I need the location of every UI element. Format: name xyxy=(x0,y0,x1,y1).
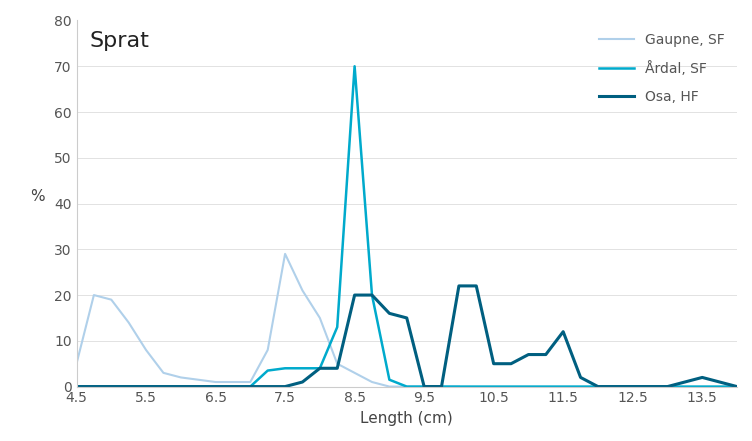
X-axis label: Length (cm): Length (cm) xyxy=(360,411,453,426)
Gaupne, SF xyxy=(350,370,359,375)
Årdal, SF xyxy=(732,384,741,389)
Årdal, SF xyxy=(402,384,411,389)
Legend: Gaupne, SF, Årdal, SF, Osa, HF: Gaupne, SF, Årdal, SF, Osa, HF xyxy=(593,27,730,109)
Gaupne, SF xyxy=(246,379,255,385)
Årdal, SF xyxy=(332,325,341,330)
Osa, HF xyxy=(211,384,220,389)
Line: Årdal, SF: Årdal, SF xyxy=(77,66,737,387)
Osa, HF xyxy=(280,384,290,389)
Årdal, SF xyxy=(420,384,429,389)
Osa, HF xyxy=(541,352,550,357)
Årdal, SF xyxy=(437,384,446,389)
Y-axis label: %: % xyxy=(30,189,44,204)
Gaupne, SF xyxy=(89,292,99,298)
Osa, HF xyxy=(576,375,585,380)
Årdal, SF xyxy=(385,377,394,382)
Osa, HF xyxy=(298,379,307,385)
Årdal, SF xyxy=(176,384,185,389)
Årdal, SF xyxy=(107,384,116,389)
Osa, HF xyxy=(524,352,533,357)
Osa, HF xyxy=(315,366,324,371)
Gaupne, SF xyxy=(194,377,203,382)
Osa, HF xyxy=(176,384,185,389)
Osa, HF xyxy=(332,366,341,371)
Gaupne, SF xyxy=(107,297,116,302)
Osa, HF xyxy=(663,384,672,389)
Årdal, SF xyxy=(454,384,463,389)
Årdal, SF xyxy=(246,384,255,389)
Osa, HF xyxy=(437,384,446,389)
Gaupne, SF xyxy=(368,379,377,385)
Gaupne, SF xyxy=(211,379,220,385)
Gaupne, SF xyxy=(402,384,411,389)
Gaupne, SF xyxy=(420,384,429,389)
Osa, HF xyxy=(141,384,150,389)
Gaupne, SF xyxy=(176,375,185,380)
Osa, HF xyxy=(246,384,255,389)
Årdal, SF xyxy=(698,384,707,389)
Årdal, SF xyxy=(368,292,377,298)
Gaupne, SF xyxy=(72,361,81,366)
Årdal, SF xyxy=(524,384,533,389)
Osa, HF xyxy=(559,329,568,334)
Gaupne, SF xyxy=(298,288,307,293)
Osa, HF xyxy=(507,361,516,366)
Gaupne, SF xyxy=(159,370,168,375)
Osa, HF xyxy=(593,384,602,389)
Osa, HF xyxy=(402,315,411,321)
Osa, HF xyxy=(350,292,359,298)
Osa, HF xyxy=(472,283,481,288)
Årdal, SF xyxy=(663,384,672,389)
Text: Sprat: Sprat xyxy=(89,31,150,52)
Osa, HF xyxy=(628,384,637,389)
Osa, HF xyxy=(732,384,741,389)
Gaupne, SF xyxy=(385,384,394,389)
Årdal, SF xyxy=(280,366,290,371)
Line: Gaupne, SF: Gaupne, SF xyxy=(77,254,459,387)
Årdal, SF xyxy=(350,64,359,69)
Årdal, SF xyxy=(315,366,324,371)
Årdal, SF xyxy=(263,368,272,373)
Line: Osa, HF: Osa, HF xyxy=(77,286,737,387)
Osa, HF xyxy=(454,283,463,288)
Årdal, SF xyxy=(628,384,637,389)
Gaupne, SF xyxy=(141,348,150,353)
Gaupne, SF xyxy=(124,320,133,325)
Gaupne, SF xyxy=(229,379,238,385)
Gaupne, SF xyxy=(454,384,463,389)
Osa, HF xyxy=(420,384,429,389)
Årdal, SF xyxy=(489,384,498,389)
Osa, HF xyxy=(72,384,81,389)
Årdal, SF xyxy=(72,384,81,389)
Osa, HF xyxy=(107,384,116,389)
Årdal, SF xyxy=(211,384,220,389)
Gaupne, SF xyxy=(332,361,341,366)
Osa, HF xyxy=(489,361,498,366)
Gaupne, SF xyxy=(315,315,324,321)
Årdal, SF xyxy=(141,384,150,389)
Gaupne, SF xyxy=(280,251,290,257)
Gaupne, SF xyxy=(263,348,272,353)
Osa, HF xyxy=(368,292,377,298)
Osa, HF xyxy=(385,311,394,316)
Årdal, SF xyxy=(559,384,568,389)
Årdal, SF xyxy=(593,384,602,389)
Gaupne, SF xyxy=(437,384,446,389)
Årdal, SF xyxy=(298,366,307,371)
Osa, HF xyxy=(698,375,707,380)
